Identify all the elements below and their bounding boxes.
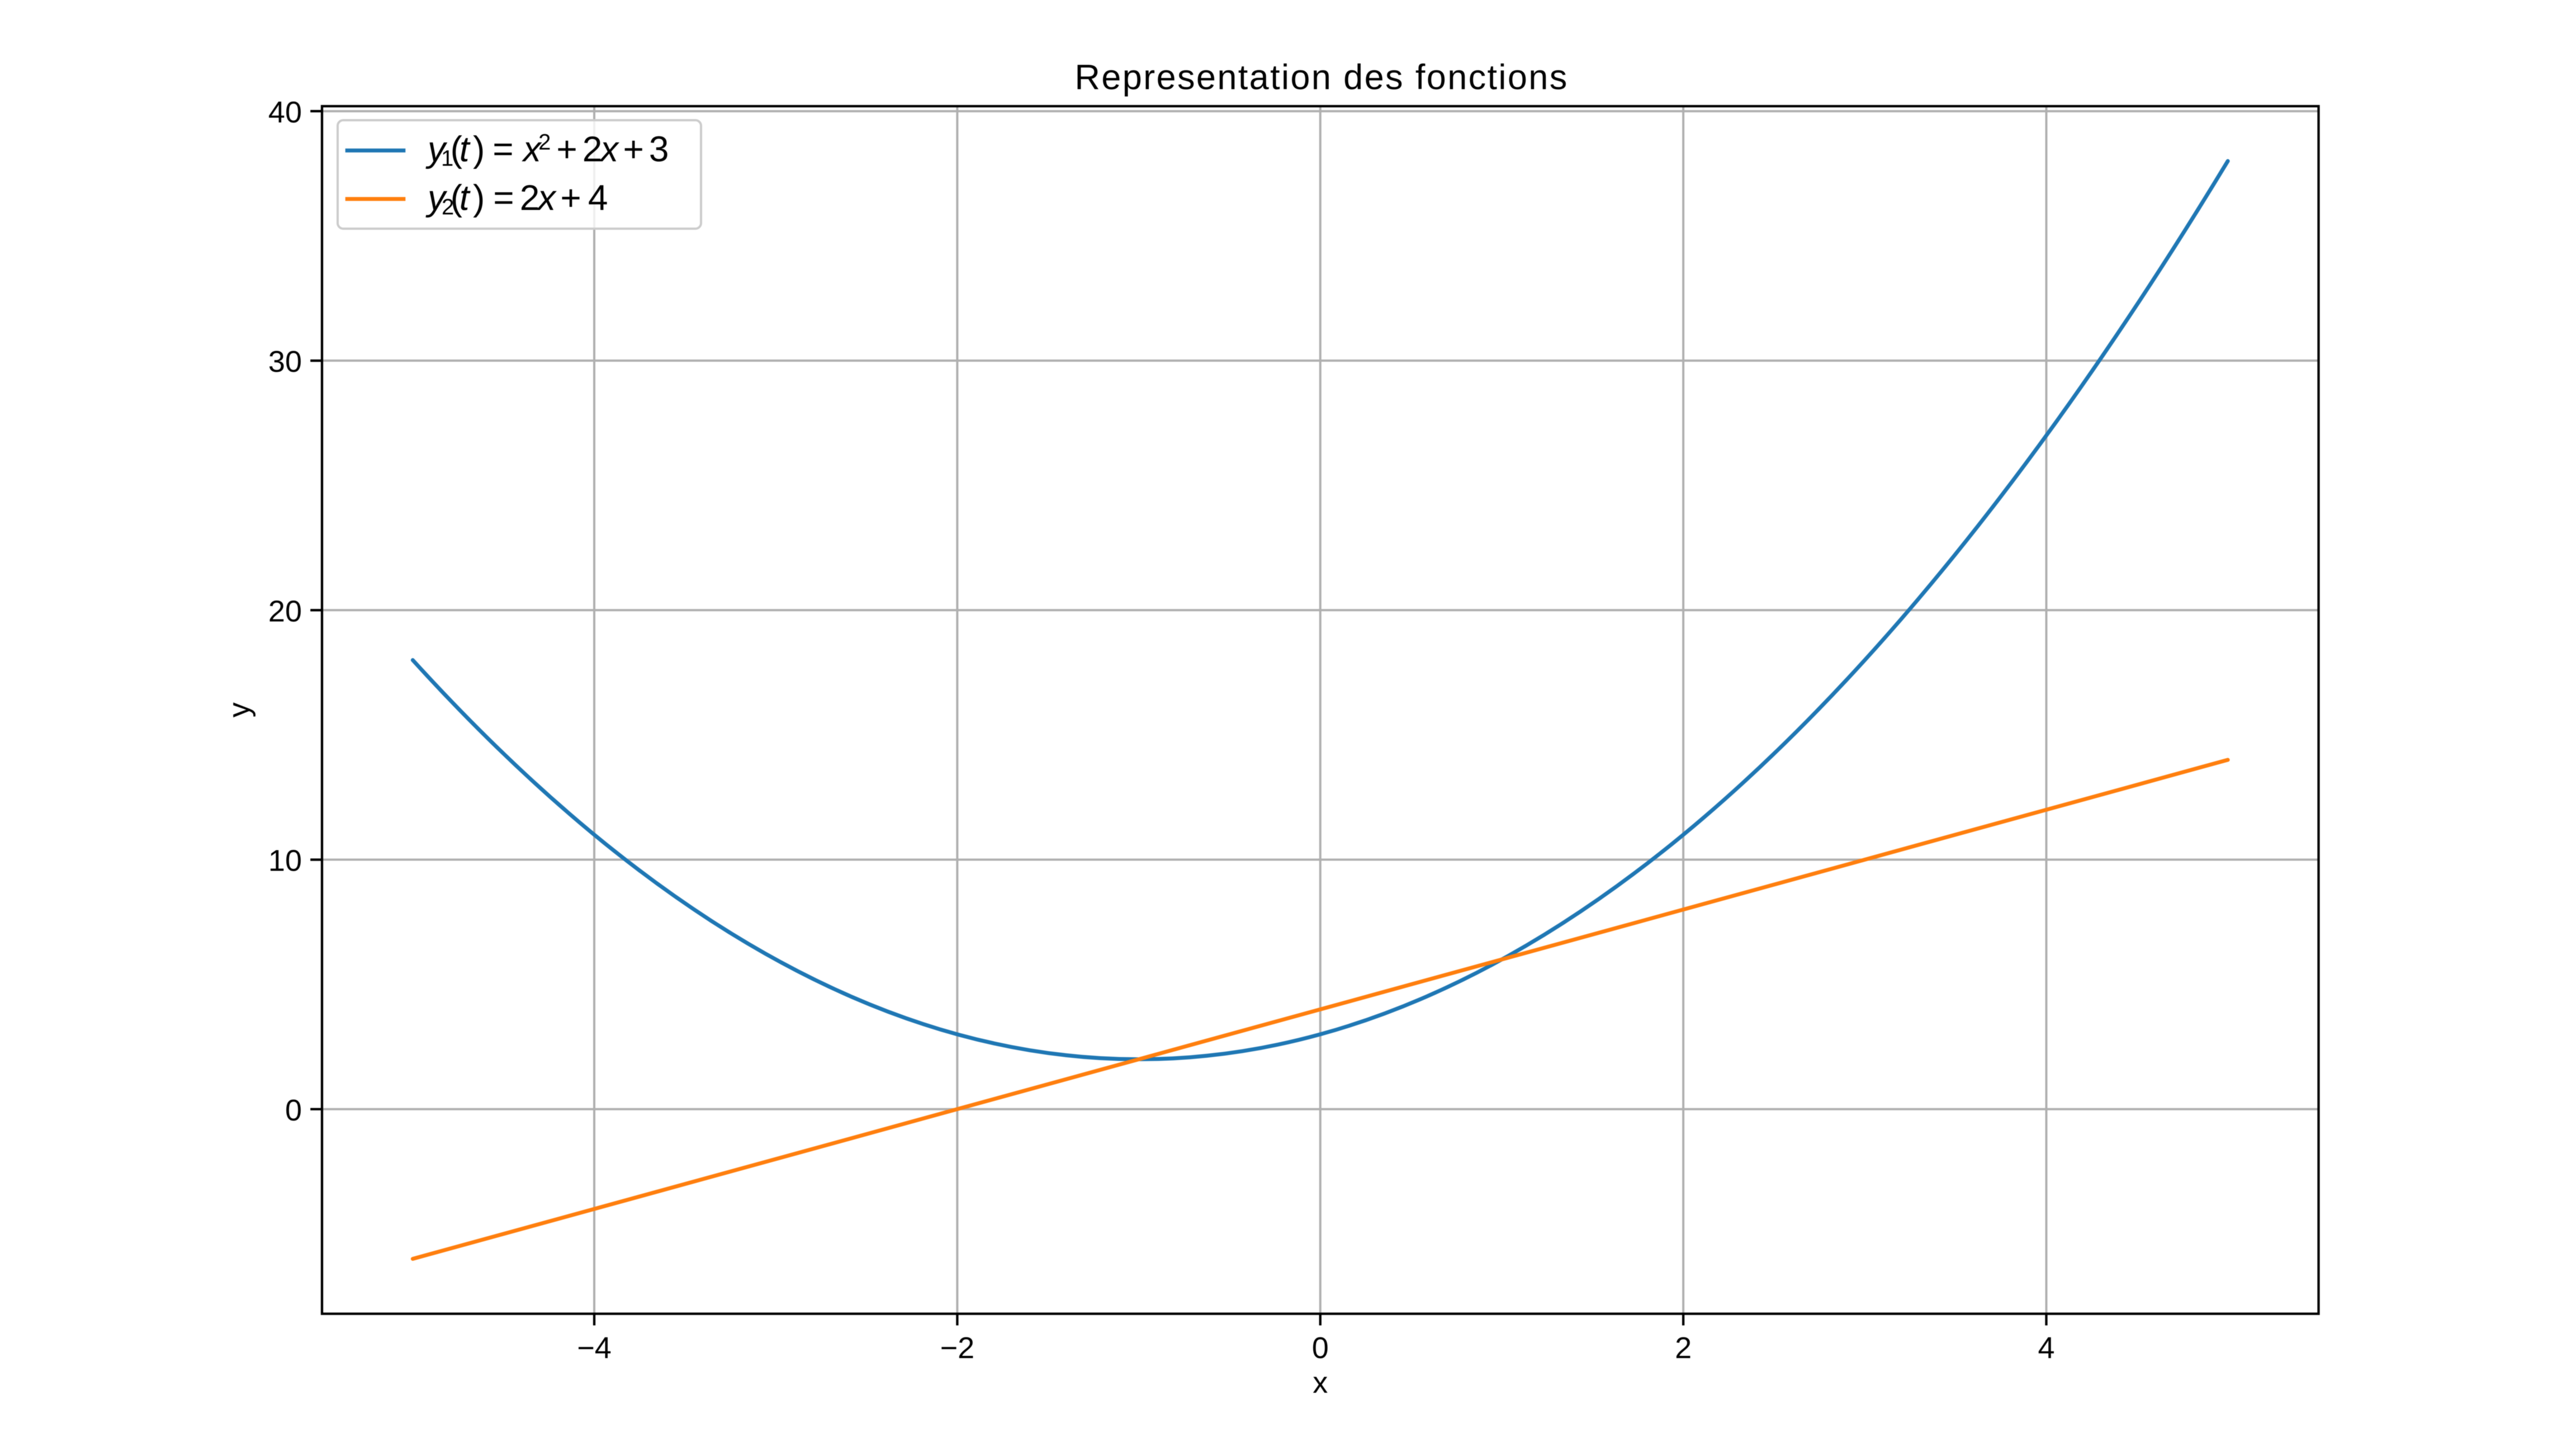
- svg-text:=: =: [493, 129, 513, 169]
- svg-text:y: y: [425, 177, 448, 217]
- svg-text:t: t: [460, 129, 471, 169]
- svg-text:x: x: [599, 129, 619, 169]
- svg-text:0: 0: [1312, 1331, 1329, 1365]
- svg-text:): ): [473, 177, 485, 217]
- svg-text:30: 30: [268, 345, 302, 379]
- svg-text:−2: −2: [940, 1331, 975, 1365]
- svg-text:=: =: [493, 177, 514, 217]
- svg-text:20: 20: [268, 594, 302, 628]
- svg-text:x: x: [536, 177, 557, 217]
- svg-text:4: 4: [2038, 1331, 2054, 1365]
- svg-text:2: 2: [538, 130, 551, 154]
- svg-text:0: 0: [285, 1094, 302, 1127]
- svg-text:−4: −4: [577, 1331, 612, 1365]
- svg-text:(: (: [451, 177, 462, 217]
- svg-text:40: 40: [268, 96, 302, 129]
- svg-text:): ): [473, 129, 485, 169]
- svg-text:x: x: [1313, 1366, 1328, 1399]
- svg-text:1: 1: [441, 146, 453, 171]
- svg-text:+: +: [560, 177, 581, 217]
- svg-text:3: 3: [649, 129, 669, 169]
- svg-text:(: (: [451, 129, 462, 169]
- svg-text:4: 4: [588, 177, 608, 217]
- svg-text:+: +: [556, 129, 577, 169]
- svg-text:2: 2: [520, 177, 540, 217]
- svg-text:x: x: [522, 129, 542, 169]
- svg-text:2: 2: [583, 129, 603, 169]
- svg-text:Representation des fonctions: Representation des fonctions: [1074, 58, 1568, 97]
- svg-text:2: 2: [442, 195, 454, 219]
- svg-text:y: y: [425, 129, 448, 169]
- svg-text:y: y: [222, 702, 256, 717]
- svg-text:2: 2: [1675, 1331, 1692, 1365]
- svg-text:+: +: [623, 129, 644, 169]
- svg-text:t: t: [460, 177, 471, 217]
- svg-text:10: 10: [268, 844, 302, 878]
